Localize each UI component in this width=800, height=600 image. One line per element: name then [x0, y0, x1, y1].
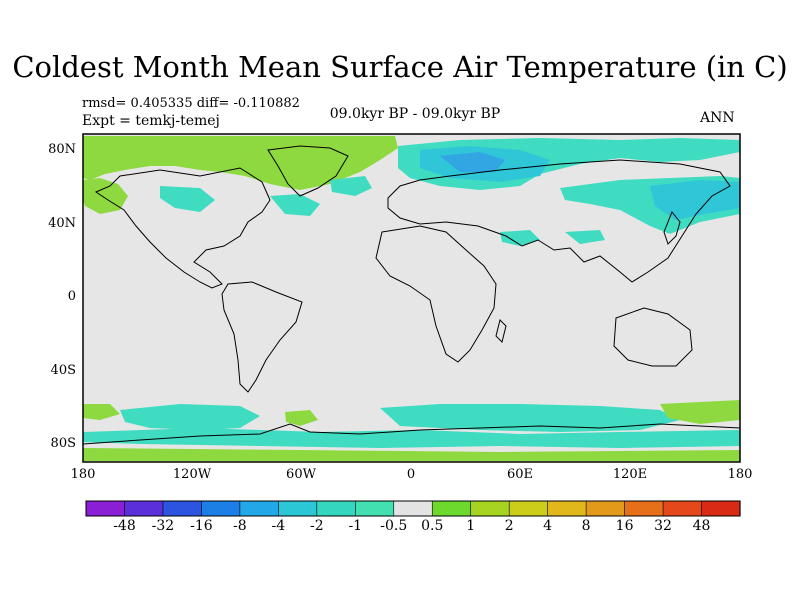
colorbar-label: -16 — [190, 518, 213, 534]
colorbar-label: -32 — [151, 518, 175, 534]
patch-india-cyan — [565, 230, 605, 244]
colorbar-cell — [662, 500, 703, 517]
colorbar-cell — [585, 500, 626, 517]
coast-eurasia — [387, 159, 731, 283]
period-label: 09.0kyr BP - 09.0kyr BP — [329, 106, 501, 122]
patch-southern-cyan-mid — [380, 404, 680, 432]
colorbar-label: -48 — [113, 518, 136, 534]
patch-labrador-cyan — [270, 194, 320, 216]
colorbar-cell — [508, 500, 549, 517]
patch-southern-green-west — [83, 404, 120, 420]
patch-eastasia-blue — [650, 180, 740, 220]
season-label: ANN — [700, 110, 735, 126]
lat-label-80s: 80S — [50, 436, 76, 451]
lon-label-120e: 120E — [612, 467, 648, 482]
coast-greenland — [267, 145, 349, 197]
patch-greenland-green — [280, 146, 350, 180]
patch-mideast-cyan — [500, 230, 540, 246]
colorbar-label: 16 — [615, 518, 634, 534]
page-title: Coldest Month Mean Surface Air Temperatu… — [12, 50, 788, 84]
patch-weddell-green — [285, 410, 318, 426]
lon-label-120w: 120W — [172, 467, 212, 482]
patch-antarctica-green-south — [83, 448, 740, 461]
colorbar-cell — [547, 500, 587, 517]
anomaly-patches — [83, 136, 740, 461]
colorbar-label: -8 — [233, 518, 247, 534]
coast-australia — [613, 307, 693, 367]
coastlines — [82, 145, 741, 445]
patch-antarctica-cyan — [83, 428, 740, 448]
lon-label-180w: 180 — [70, 467, 96, 482]
colorbar-cell — [124, 500, 164, 517]
patch-siberia-deepblue — [440, 152, 505, 172]
colorbar-cell — [470, 500, 510, 517]
colorbar-label: -4 — [271, 518, 286, 534]
lon-label-180e: 180 — [727, 467, 753, 482]
colorbar-label: 32 — [654, 518, 672, 534]
coast-antarctica — [82, 423, 741, 445]
colorbar-cell — [239, 500, 279, 517]
lat-label-80n: 80N — [48, 142, 76, 157]
lat-label-40n: 40N — [48, 216, 76, 231]
patch-southern-cyan-west — [120, 404, 260, 430]
coast-japan — [663, 211, 681, 245]
colorbar-cell — [701, 500, 741, 517]
lat-label-40s: 40S — [50, 363, 76, 378]
colorbar-cell — [393, 500, 433, 517]
colorbar-label: 8 — [581, 518, 591, 534]
colorbar-cell — [316, 500, 356, 517]
colorbar-label: -1 — [348, 518, 363, 534]
stats-text: rmsd= 0.405335 diff= -0.110882 — [82, 96, 300, 111]
coast-africa — [375, 225, 497, 363]
colorbar-cell — [431, 500, 472, 517]
colorbar-label: 0.5 — [421, 518, 444, 534]
colorbar-label: 1 — [466, 518, 476, 534]
colorbar-cell — [624, 500, 664, 517]
lon-label-60e: 60E — [506, 467, 534, 482]
coast-south-america — [221, 281, 303, 393]
experiment-label: Expt = temkj-temej — [82, 113, 220, 129]
colorbar-cell — [278, 500, 318, 517]
map-border — [82, 133, 741, 463]
colorbar-label: -2 — [309, 518, 324, 534]
patch-northatlantic-cyan — [160, 186, 215, 212]
colorbar — [85, 500, 741, 517]
lat-label-0: 0 — [67, 289, 76, 304]
colorbar-label: 4 — [543, 518, 553, 534]
patch-antarctica-green-east — [660, 400, 740, 424]
colorbar-cell — [162, 500, 203, 517]
lon-label-60w: 60W — [286, 467, 316, 482]
colorbar-cell — [85, 500, 126, 517]
colorbar-cell — [354, 500, 395, 517]
patch-europe-cyan — [330, 176, 372, 196]
coast-north-america — [94, 167, 271, 289]
coast-madagascar — [495, 319, 507, 343]
colorbar-label: -0.5 — [380, 518, 408, 534]
colorbar-label: 48 — [692, 518, 711, 534]
colorbar-border — [85, 500, 741, 517]
colorbar-label: 2 — [504, 518, 514, 534]
colorbar-cell — [201, 500, 241, 517]
lon-label-0: 0 — [406, 467, 416, 482]
